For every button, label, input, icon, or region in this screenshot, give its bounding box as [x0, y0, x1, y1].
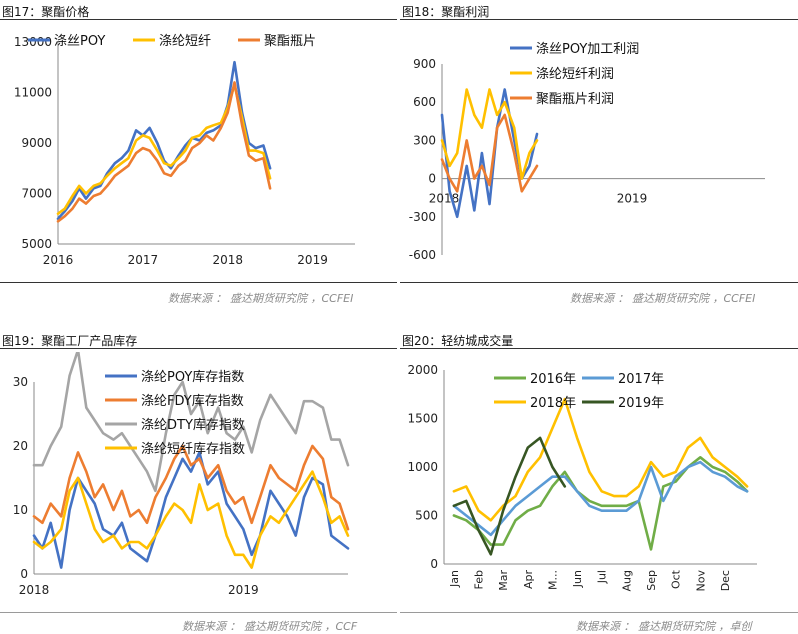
series-line-1: [56, 60, 272, 221]
series-line-2: [32, 444, 350, 531]
y-tick-label: -300: [409, 210, 436, 224]
series-line-4: [32, 470, 350, 569]
source-note-2: 数据来源 ： 盛达期货研究院 ，CCFEI: [570, 292, 756, 305]
series-line-1: [32, 451, 350, 569]
legend-label: 涤纶FDY库存指数: [141, 393, 244, 409]
chart-polyester-profit: -600 -300 0 300 600 900 2018 2019 涤丝POY加工利润涤纶短纤利…: [409, 42, 765, 262]
series-line-3: [452, 397, 749, 522]
series-line-3: [56, 81, 272, 223]
x-tick-label: Oct: [670, 569, 683, 589]
series-line-1: [452, 456, 749, 551]
x-tick-label: 2019: [617, 192, 648, 206]
chart-factory-inventory: 0 10 20 30 2018 2019 涤纶POY库存指数涤纶FDY库存指数涤纶DTY库存…: [13, 352, 350, 597]
bottom-rule-4: [400, 612, 798, 613]
y-tick-label: 2000: [407, 363, 438, 377]
legend-label: 涤丝POY: [54, 34, 105, 49]
panel-title-3: 图19：聚酯工厂产品库存: [2, 334, 138, 348]
legend-label: 聚酯瓶片利润: [536, 92, 614, 107]
panel-title-4: 图20：轻纺城成交量: [402, 334, 514, 348]
legend-label: 涤纶短纤: [159, 34, 211, 49]
bottom-rule-3: [0, 612, 397, 613]
title-rule-2: [400, 19, 798, 20]
y-tick-label: 5000: [21, 237, 52, 251]
x-tick-label: Sep: [645, 570, 658, 591]
x-tick-label: Nov: [694, 570, 707, 592]
legend-label: 聚酯瓶片: [264, 34, 316, 49]
legend-label: 2019年: [618, 396, 664, 411]
legend-label: 2017年: [618, 372, 664, 387]
y-tick-label: 300: [413, 133, 436, 147]
y-tick-label: 30: [13, 375, 28, 389]
y-tick-label: 500: [415, 509, 438, 523]
chart-polyester-price: 5000 7000 9000 11000 13000 2016 2017 2018 2019 涤丝…: [14, 34, 355, 267]
x-tick-label: 2018: [429, 192, 460, 206]
series-line-2: [452, 460, 749, 537]
y-tick-label: 600: [413, 95, 436, 109]
y-tick-label: 9000: [21, 136, 52, 150]
y-tick-label: 13000: [14, 35, 52, 49]
y-tick-label: 0: [20, 567, 28, 581]
series-line-2: [440, 88, 539, 180]
y-tick-label: 1000: [407, 460, 438, 474]
source-note-4: 数据来源 ： 盛达期货研究院 ，卓创: [576, 620, 752, 633]
series-line-3: [32, 352, 350, 493]
x-tick-label: Mar: [497, 570, 510, 591]
legend-label: 2018年: [530, 396, 576, 411]
title-rule-4: [400, 348, 798, 349]
y-tick-label: 11000: [14, 86, 52, 100]
x-tick-label: 2019: [297, 253, 328, 267]
legend-label: 涤纶短纤库存指数: [141, 441, 245, 457]
x-tick-label: Jul: [596, 570, 609, 584]
y-tick-label: 10: [13, 503, 28, 517]
y-tick-label: 900: [413, 57, 436, 71]
y-tick-label: 0: [430, 557, 438, 571]
legend-label: 涤纶DTY库存指数: [141, 417, 245, 433]
y-tick-label: -600: [409, 248, 436, 262]
x-tick-label: 2017: [128, 253, 159, 267]
bottom-rule-1: [0, 282, 397, 283]
y-tick-label: 7000: [21, 187, 52, 201]
y-tick-label: 0: [428, 172, 436, 186]
x-tick-label: Feb: [473, 570, 486, 589]
x-tick-label: Jun: [571, 570, 584, 588]
x-tick-label: 2018: [212, 253, 243, 267]
panel-title-2: 图18：聚酯利润: [402, 5, 490, 19]
x-tick-label: 2019: [228, 583, 259, 597]
title-rule-3: [0, 348, 397, 349]
x-tick-label: 2016: [43, 253, 74, 267]
x-tick-label: Dec: [719, 570, 732, 591]
legend-label: 涤丝POY加工利润: [536, 42, 639, 57]
chart-textile-city-volume: 0 500 1000 1500 2000 Jan Feb Mar Apr M... Jun Jul Au…: [407, 363, 757, 592]
x-tick-label: Jan: [448, 570, 461, 588]
x-tick-label: M...: [546, 570, 559, 590]
y-tick-label: 1500: [407, 412, 438, 426]
legend-label: 2016年: [530, 372, 576, 387]
legend-label: 涤纶短纤利润: [536, 67, 614, 82]
series-line-3: [440, 113, 539, 193]
x-tick-label: 2018: [19, 583, 50, 597]
panel-title-1: 图17：聚酯价格: [2, 5, 90, 19]
title-rule-1: [0, 19, 397, 20]
bottom-rule-2: [400, 282, 798, 283]
source-note-1: 数据来源 ： 盛达期货研究院 ，CCFEI: [168, 292, 354, 305]
y-tick-label: 20: [13, 439, 28, 453]
series-line-4: [452, 436, 567, 556]
x-tick-label: Apr: [522, 570, 535, 590]
x-tick-label: Aug: [620, 570, 633, 591]
source-note-3: 数据来源 ： 盛达期货研究院 ，CCF: [182, 620, 358, 633]
legend-label: 涤纶POY库存指数: [141, 369, 244, 385]
